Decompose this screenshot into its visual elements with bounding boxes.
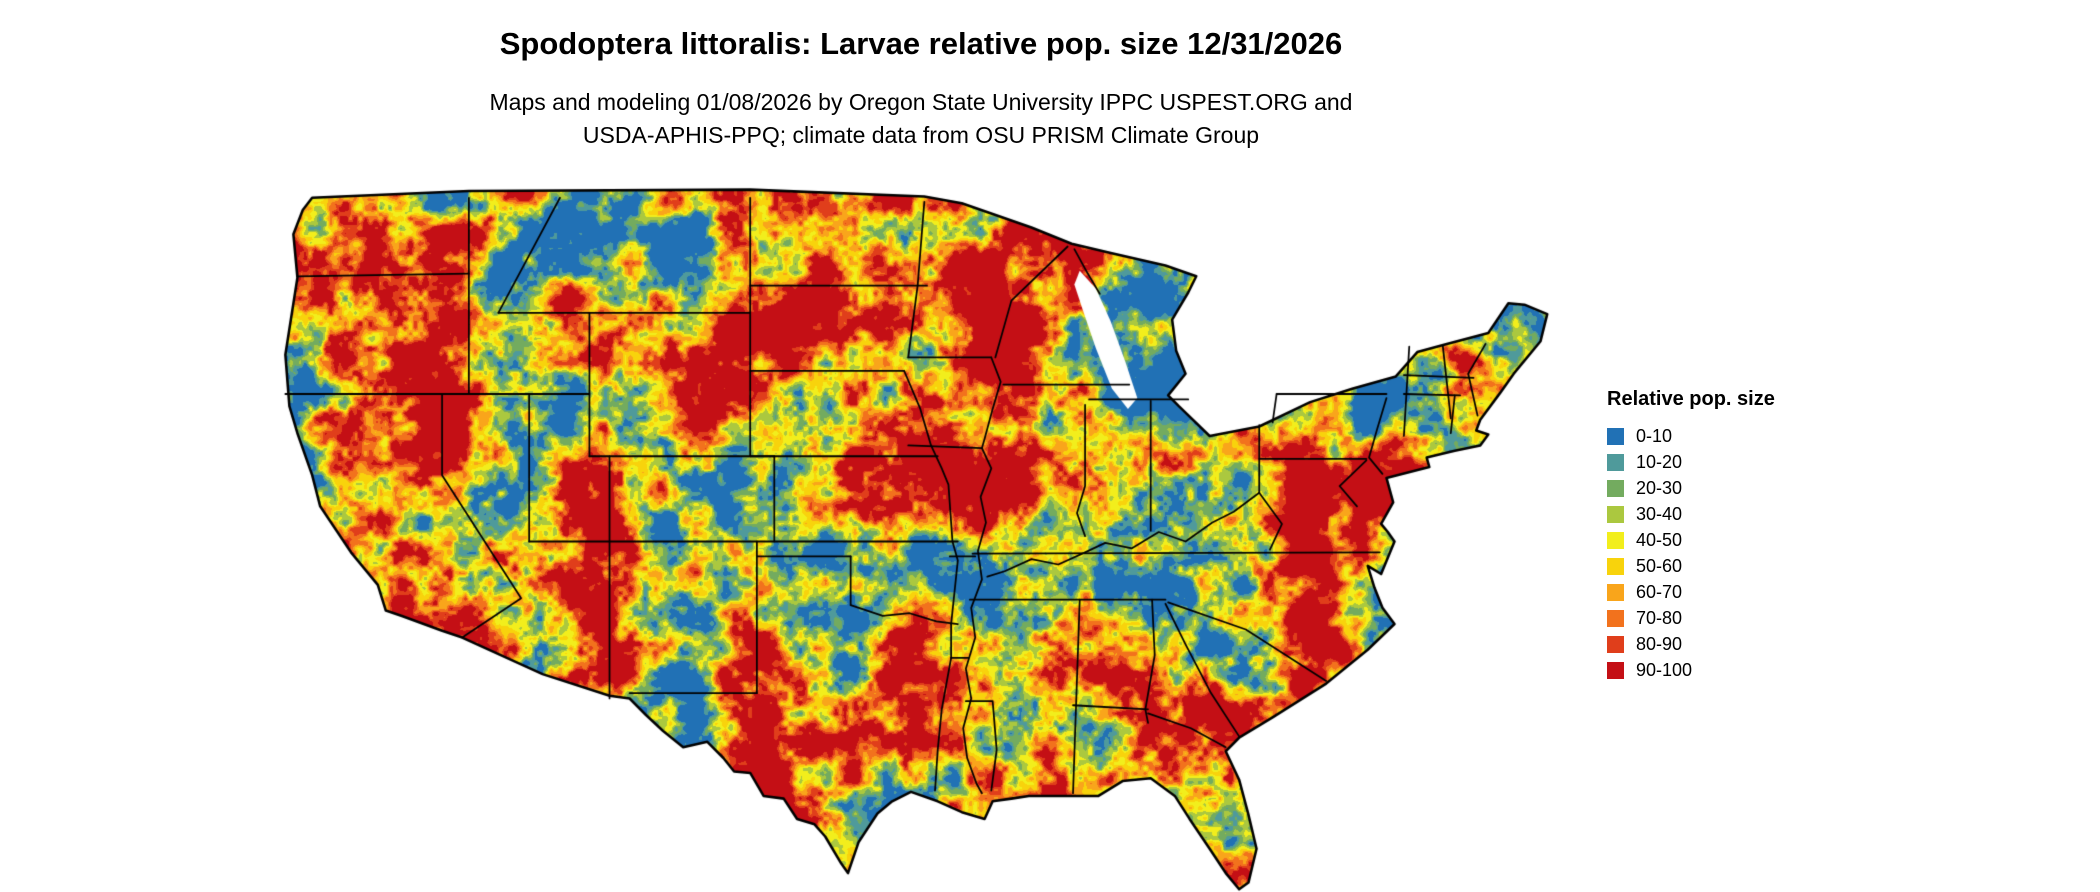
legend-swatch: [1607, 479, 1624, 497]
map-subtitle-line2: USDA-APHIS-PPQ; climate data from OSU PR…: [582, 122, 1260, 148]
legend-item-label: 20-30: [1636, 477, 1683, 498]
legend-item-label: 0-10: [1636, 425, 1673, 446]
legend-item-label: 30-40: [1636, 503, 1683, 524]
legend-items: 0-10 10-20 20-30 30-40 40-50 50-60 60-70 70-80 8…: [1607, 423, 1775, 683]
legend-item: 20-30: [1607, 475, 1775, 501]
legend-item-label: 70-80: [1636, 607, 1683, 628]
legend-swatch: [1607, 635, 1624, 653]
map-subtitle-line1: Maps and modeling 01/08/2026 by Oregon S…: [489, 89, 1353, 115]
legend-swatch: [1607, 661, 1624, 679]
legend-item: 60-70: [1607, 579, 1775, 605]
us-choropleth-canvas: [280, 168, 1570, 892]
legend-item: 0-10: [1607, 423, 1775, 449]
map-subtitle: Maps and modeling 01/08/2026 by Oregon S…: [490, 86, 1353, 152]
legend-item-label: 60-70: [1636, 581, 1683, 602]
legend-item-label: 10-20: [1636, 451, 1683, 472]
legend-swatch: [1607, 505, 1624, 523]
legend-swatch: [1607, 583, 1624, 601]
legend-swatch: [1607, 427, 1624, 445]
us-population-map: [280, 168, 1570, 892]
legend-item: 40-50: [1607, 527, 1775, 553]
legend-item: 50-60: [1607, 553, 1775, 579]
legend-item-label: 80-90: [1636, 633, 1683, 654]
legend-swatch: [1607, 557, 1624, 575]
legend-item-label: 40-50: [1636, 529, 1683, 550]
legend-item: 90-100: [1607, 657, 1775, 683]
legend-item: 70-80: [1607, 605, 1775, 631]
legend-item: 30-40: [1607, 501, 1775, 527]
map-title: Spodoptera littoralis: Larvae relative p…: [499, 26, 1343, 61]
legend-swatch: [1607, 531, 1624, 549]
legend-swatch: [1607, 453, 1624, 471]
legend-item-label: 90-100: [1636, 659, 1693, 680]
legend-swatch: [1607, 609, 1624, 627]
legend-item: 80-90: [1607, 631, 1775, 657]
legend: Relative pop. size 0-10 10-20 20-30 30-40 40…: [1607, 388, 1775, 683]
legend-item-label: 50-60: [1636, 555, 1683, 576]
legend-item: 10-20: [1607, 449, 1775, 475]
legend-title: Relative pop. size: [1607, 388, 1775, 410]
